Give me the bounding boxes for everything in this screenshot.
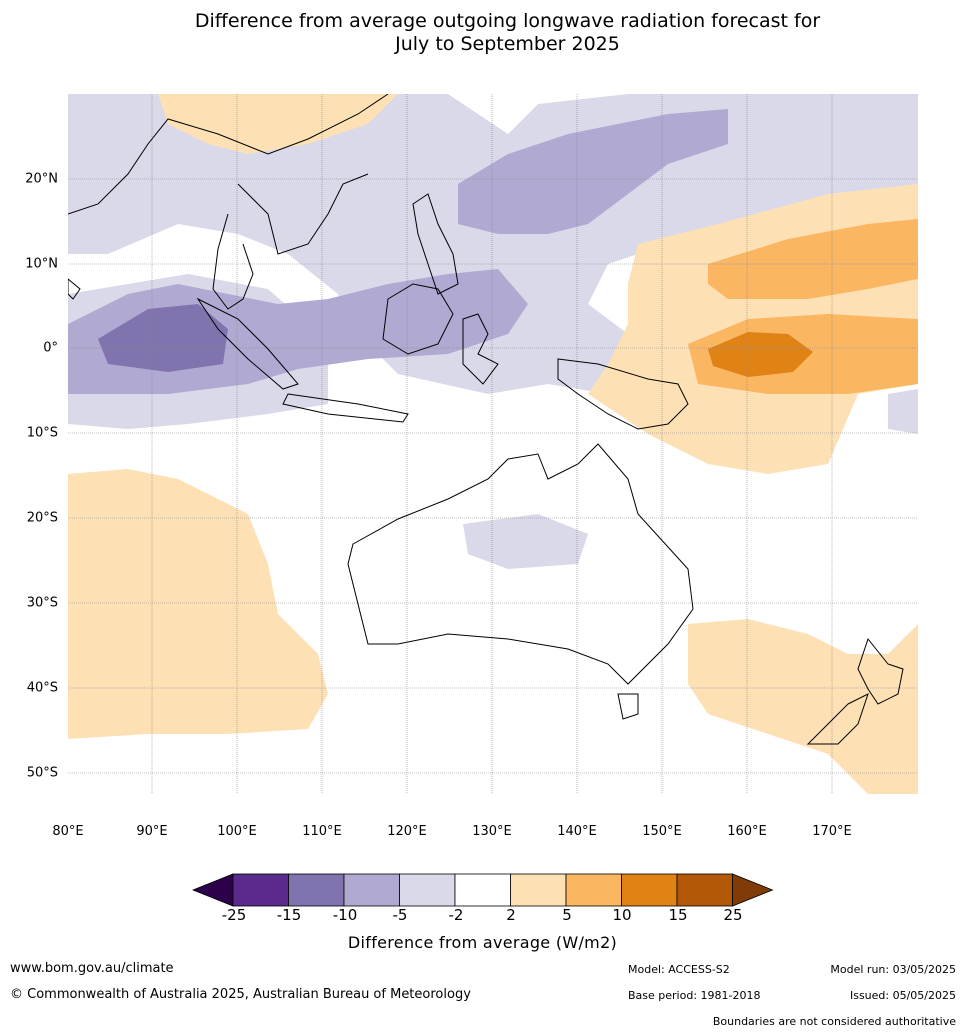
boundary-disclaimer: Boundaries are not considered authoritat…: [712, 1015, 956, 1028]
lat-label-20s: 20°S: [26, 510, 58, 526]
base-period: Base period: 1981-2018: [628, 989, 761, 1002]
colorbar-under-triangle: [191, 873, 234, 907]
lat-label-0: 0°: [43, 340, 58, 356]
lat-label-30s: 30°S: [26, 595, 58, 611]
java-coast: [282, 393, 409, 423]
asia-mainland-coast: [68, 94, 389, 310]
sri-lanka-coast: [68, 278, 81, 300]
negative-anomaly-regions: [68, 94, 918, 569]
new-zealand-north: [857, 637, 904, 705]
lon-label-80e: 80°E: [52, 824, 84, 839]
website-link[interactable]: www.bom.gov.au/climate: [10, 961, 174, 976]
lon-label-140e: 140°E: [557, 824, 597, 839]
anomaly-map: [68, 94, 918, 794]
issued-date: Issued: 05/05/2025: [849, 989, 956, 1002]
colorbar-segment: [288, 873, 345, 907]
colorbar-tick: -5: [392, 906, 408, 924]
lat-label-20n: 20°N: [25, 171, 58, 187]
lon-label-120e: 120°E: [387, 824, 427, 839]
colorbar-tick: -2: [448, 906, 464, 924]
colorbar-tick: 10: [612, 906, 632, 924]
lon-label-170e: 170°E: [812, 824, 852, 839]
tasmania-coast: [617, 693, 639, 720]
map-title: Difference from average outgoing longwav…: [0, 10, 965, 56]
region-plus-2-south-indian: [68, 469, 328, 739]
borneo-coast: [382, 283, 454, 355]
region-minus-2-north: [68, 94, 918, 394]
sumatra-coast: [196, 297, 299, 390]
colorbar-segment: [676, 873, 733, 907]
region-plus-2-asia: [158, 94, 398, 154]
copyright-text: © Commonwealth of Australia 2025, Austra…: [10, 987, 471, 1002]
lat-label-40s: 40°S: [26, 680, 58, 696]
title-line-2: July to September 2025: [395, 33, 620, 55]
graticule: [68, 94, 918, 794]
title-line-1: Difference from average outgoing longwav…: [194, 10, 821, 32]
colorbar-segment: [510, 873, 567, 907]
lon-label-100e: 100°E: [217, 824, 257, 839]
new-guinea-coast: [557, 358, 689, 430]
positive-anomaly-regions: [68, 94, 918, 794]
colorbar-tick: -10: [332, 906, 358, 924]
colorbar: [191, 873, 774, 907]
region-minus-5-north: [458, 109, 728, 234]
australia-coast: [347, 443, 694, 685]
colorbar-title: Difference from average (W/m2): [347, 933, 618, 952]
lon-label-150e: 150°E: [642, 824, 682, 839]
lat-label-10s: 10°S: [26, 425, 58, 441]
colorbar-segment: [232, 873, 289, 907]
lon-label-130e: 130°E: [472, 824, 512, 839]
colorbar-svg: [191, 873, 774, 907]
coastlines: [68, 94, 904, 745]
colorbar-tick: 2: [506, 906, 516, 924]
colorbar-segment: [454, 873, 511, 907]
philippines-coast: [412, 193, 459, 295]
colorbar-segment: [565, 873, 622, 907]
region-plus-2-tasman: [688, 619, 918, 794]
region-minus-2-east: [888, 389, 918, 434]
model-name: Model: ACCESS-S2: [628, 963, 730, 976]
lon-label-90e: 90°E: [136, 824, 168, 839]
new-zealand-south: [806, 693, 869, 745]
region-minus-2-australia: [463, 514, 588, 569]
lat-label-10n: 10°N: [25, 256, 58, 272]
region-minus-10-indian: [98, 304, 228, 372]
colorbar-segment: [621, 873, 678, 907]
region-plus-10-pacific: [708, 332, 813, 377]
model-run-date: Model run: 03/05/2025: [830, 963, 956, 976]
colorbar-tick: 25: [723, 906, 743, 924]
colorbar-segment: [399, 873, 456, 907]
colorbar-tick: 5: [562, 906, 572, 924]
colorbar-tick: -25: [221, 906, 247, 924]
sulawesi-coast: [462, 313, 499, 385]
map-panel: [68, 94, 918, 794]
lat-label-50s: 50°S: [26, 765, 58, 781]
lon-label-160e: 160°E: [727, 824, 767, 839]
colorbar-segment: [343, 873, 400, 907]
colorbar-tick: 15: [668, 906, 688, 924]
colorbar-over-triangle: [732, 873, 774, 907]
colorbar-tick: -15: [276, 906, 302, 924]
region-plus-5-pacific-north: [708, 219, 918, 299]
lon-label-110e: 110°E: [302, 824, 342, 839]
